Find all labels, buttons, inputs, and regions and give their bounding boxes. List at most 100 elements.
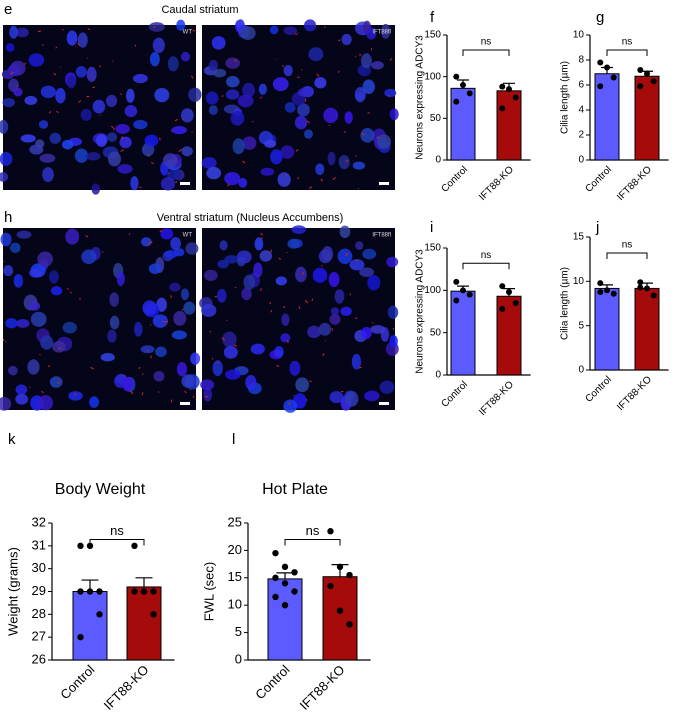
nucleus [297,87,314,98]
cilium [278,257,282,260]
genotype-label: WT [183,30,193,36]
cilium [134,44,137,47]
data-point [466,291,473,298]
cilium [338,39,341,42]
nucleus [66,30,78,46]
nucleus [208,59,219,71]
nucleus [13,87,23,97]
nucleus [30,311,47,327]
data-point [327,528,334,535]
y-tick-label: 28 [32,606,46,621]
nucleus [243,274,256,291]
genotype-label: IFT88fl [372,30,391,36]
nucleus [86,66,97,82]
cilium [178,148,182,153]
nucleus [225,369,241,380]
nucleus [323,107,339,124]
significance-bracket [606,252,648,259]
nucleus [160,177,176,191]
data-point [131,588,138,595]
nucleus [359,267,375,277]
nucleus [166,169,181,180]
cilium [316,73,320,77]
nucleus [377,134,391,149]
y-tick-label: 25 [228,514,242,529]
nucleus [354,87,366,103]
nucleus [238,177,248,188]
cilium [261,237,264,240]
data-point [346,621,353,628]
data-point [650,78,657,85]
nucleus [381,23,391,39]
nucleus [38,395,54,411]
cilium [344,130,346,133]
nucleus [149,51,160,67]
cilium [41,390,44,394]
nucleus [361,326,372,340]
nucleus [283,399,298,413]
nucleus [219,240,228,251]
cilium [297,76,300,79]
nucleus [152,37,165,53]
nucleus [171,126,187,135]
panel-label: i [430,219,433,236]
nucleus [181,146,193,157]
nucleus [115,123,130,134]
y-tick-label: 0 [435,370,441,381]
data-point [637,284,644,291]
nucleus [287,238,301,249]
nucleus [0,172,9,182]
nucleus [75,66,87,78]
cilium [148,241,152,245]
data-point [499,305,506,312]
y-axis-label: Neurons expressing ADCY3 [415,249,426,374]
cilium [128,233,131,235]
x-tick-label: Control [252,662,292,702]
nucleus [307,325,321,339]
nucleus [217,259,229,269]
cilium [204,395,209,398]
nucleus [211,36,226,50]
cilium [141,373,144,375]
y-tick-label: 0 [435,155,441,166]
nucleus [0,151,13,166]
nucleus [205,91,219,105]
nucleus [180,108,194,123]
y-tick-label: 30 [32,560,46,575]
nucleus [329,391,344,404]
nucleus [49,376,63,388]
nucleus [180,51,191,62]
cilium [41,44,44,46]
nucleus [42,167,54,183]
nucleus [216,288,227,303]
data-point [150,588,157,595]
nucleus [167,56,179,72]
nucleus [3,265,14,277]
nucleus [89,396,100,408]
nucleus [225,57,241,69]
nucleus [15,384,28,395]
cilium [309,380,312,383]
nucleus [295,266,307,283]
bar [72,591,108,661]
y-tick-label: 0 [578,155,584,166]
nucleus [109,315,120,330]
cilium [182,118,185,120]
data-point [131,542,138,550]
cilium [355,155,357,157]
nucleus [81,249,97,264]
cilium [306,120,310,124]
y-tick-label: 0 [578,365,584,376]
y-tick-label: 100 [424,71,441,82]
nucleus [272,77,289,92]
nucleus [48,270,59,284]
nucleus [232,138,245,155]
data-point [86,588,94,595]
nucleus [274,346,284,358]
genotype-label: IFT88fl [372,233,391,239]
nucleus [13,273,24,288]
nucleus [283,64,293,77]
x-tick-label: IFT88-KO [615,164,654,203]
nucleus [77,32,88,48]
cilium [288,402,291,406]
